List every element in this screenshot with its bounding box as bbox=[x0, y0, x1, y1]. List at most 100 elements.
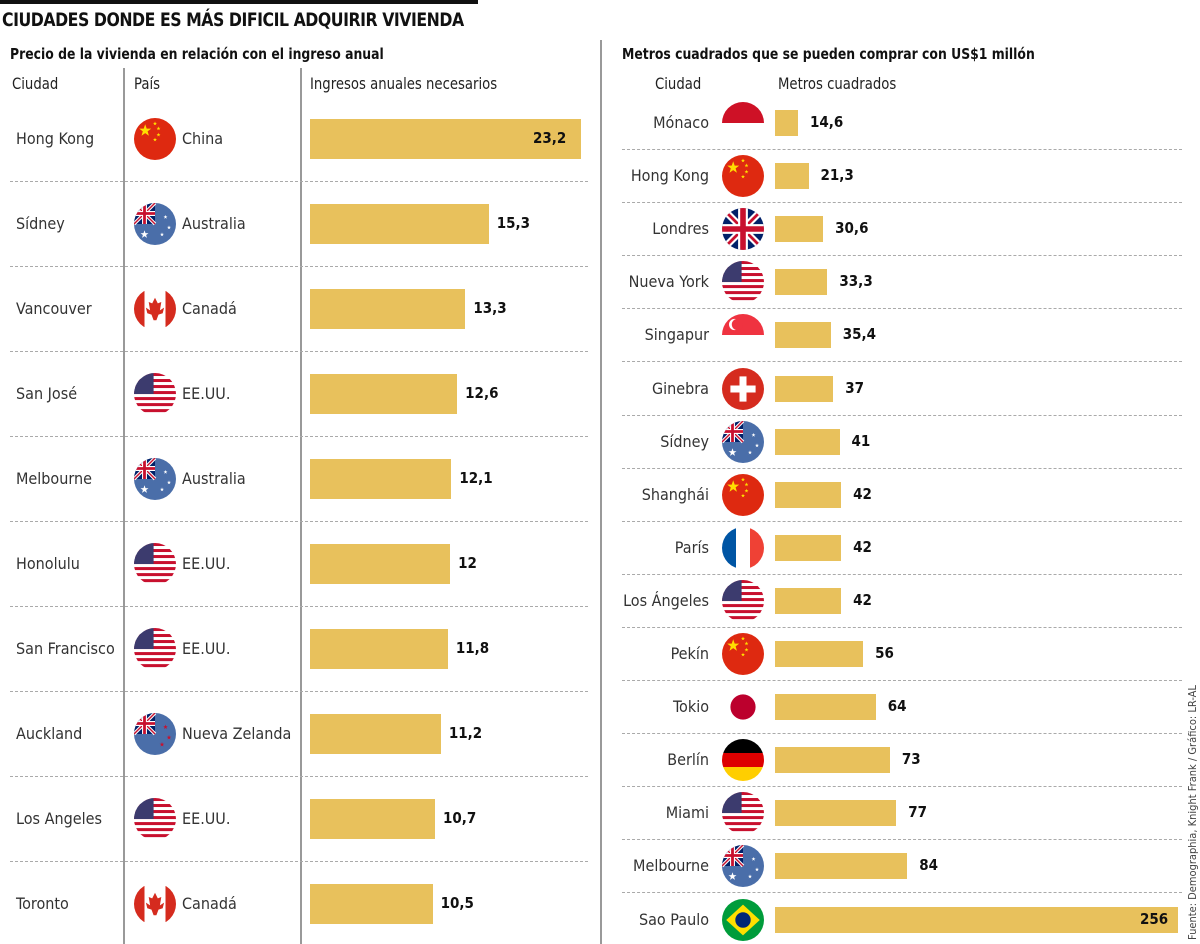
right-header-city: Ciudad bbox=[655, 74, 702, 93]
city-label: Los Angeles bbox=[16, 809, 102, 828]
value-label: 77 bbox=[908, 803, 927, 822]
bar bbox=[775, 800, 897, 827]
column-divider bbox=[123, 68, 125, 944]
germany-flag-icon bbox=[722, 739, 764, 782]
bar bbox=[310, 204, 489, 244]
value-label: 12,1 bbox=[459, 469, 493, 487]
australia-flag-icon bbox=[722, 845, 764, 888]
bar bbox=[775, 694, 876, 721]
bar bbox=[775, 481, 842, 508]
bar bbox=[310, 289, 466, 329]
city-label: Tokio bbox=[672, 697, 709, 717]
china-flag-icon bbox=[722, 473, 764, 516]
city-label: San José bbox=[16, 384, 78, 403]
value-label: 256 bbox=[1140, 909, 1169, 928]
country-label: Canadá bbox=[182, 894, 237, 913]
value-label: 11,2 bbox=[448, 724, 483, 742]
singapore-flag-icon bbox=[722, 314, 764, 357]
country-label: Australia bbox=[182, 469, 246, 488]
right-chart-title: Metros cuadrados que se pueden comprar c… bbox=[622, 45, 1035, 63]
row-separator bbox=[622, 839, 1182, 841]
row-separator bbox=[622, 308, 1182, 310]
brazil-flag-icon bbox=[722, 898, 764, 941]
china-flag-icon bbox=[134, 118, 176, 160]
row-separator bbox=[10, 436, 588, 437]
left-header-country: País bbox=[134, 74, 161, 93]
row-separator bbox=[622, 414, 1182, 416]
canada-flag-icon bbox=[134, 288, 176, 330]
bar bbox=[310, 714, 441, 754]
usa-flag-icon bbox=[722, 579, 764, 622]
country-label: China bbox=[182, 129, 224, 148]
row-separator bbox=[622, 626, 1182, 628]
bar bbox=[775, 641, 864, 667]
bar bbox=[775, 375, 834, 402]
source-note: Fuente: Demographia, Knight Frank / Gráf… bbox=[1186, 685, 1199, 940]
value-label: 33,3 bbox=[839, 272, 873, 291]
row-separator bbox=[622, 255, 1182, 257]
city-label: Pekín bbox=[670, 644, 709, 663]
city-label: París bbox=[674, 537, 709, 557]
city-label: Melbourne bbox=[633, 856, 709, 876]
city-label: Mónaco bbox=[653, 113, 709, 132]
right-header-value: Metros cuadrados bbox=[778, 74, 897, 93]
city-label: Hong Kong bbox=[630, 166, 709, 186]
city-label: Ginebra bbox=[651, 378, 709, 398]
value-label: 41 bbox=[851, 431, 871, 450]
row-separator bbox=[622, 467, 1182, 469]
bar bbox=[775, 747, 890, 774]
country-label: Canadá bbox=[182, 299, 237, 318]
china-flag-icon bbox=[722, 633, 764, 675]
row-separator bbox=[10, 691, 588, 692]
bar bbox=[775, 269, 828, 296]
switzerland-flag-icon bbox=[722, 367, 764, 410]
row-separator bbox=[10, 606, 588, 607]
city-label: Londres bbox=[652, 219, 709, 239]
bar bbox=[310, 459, 452, 499]
column-divider bbox=[300, 68, 302, 944]
value-label: 64 bbox=[887, 697, 907, 716]
value-label: 56 bbox=[875, 644, 894, 662]
country-label: EE.UU. bbox=[182, 554, 231, 573]
value-label: 10,7 bbox=[442, 809, 477, 827]
value-label: 11,8 bbox=[455, 639, 490, 657]
usa-flag-icon bbox=[134, 373, 176, 415]
bar bbox=[775, 906, 1178, 933]
value-label: 84 bbox=[919, 856, 939, 875]
city-label: Honolulu bbox=[16, 554, 80, 573]
country-label: EE.UU. bbox=[182, 809, 231, 828]
row-separator bbox=[10, 351, 588, 352]
value-label: 42 bbox=[853, 484, 872, 503]
row-separator bbox=[10, 521, 588, 522]
city-label: Shanghái bbox=[641, 484, 709, 504]
value-label: 42 bbox=[853, 537, 872, 556]
france-flag-icon bbox=[722, 526, 764, 569]
value-label: 73 bbox=[901, 750, 921, 769]
city-label: Toronto bbox=[16, 894, 69, 913]
left-header-city: Ciudad bbox=[12, 74, 59, 93]
bar bbox=[310, 799, 435, 839]
row-separator bbox=[622, 892, 1182, 894]
city-label: Berlín bbox=[667, 750, 709, 770]
bar bbox=[775, 322, 831, 349]
value-label: 35,4 bbox=[842, 325, 877, 344]
city-label: Sídney bbox=[16, 214, 65, 233]
bar bbox=[775, 587, 842, 614]
city-label: Auckland bbox=[16, 724, 83, 743]
row-separator bbox=[622, 149, 1182, 150]
bar bbox=[775, 428, 840, 455]
canada-flag-icon bbox=[134, 883, 176, 925]
value-label: 23,2 bbox=[533, 129, 567, 147]
usa-flag-icon bbox=[722, 261, 764, 304]
japan-flag-icon bbox=[722, 686, 764, 729]
usa-flag-icon bbox=[134, 543, 176, 585]
row-separator bbox=[622, 202, 1182, 204]
country-label: EE.UU. bbox=[182, 384, 231, 403]
value-label: 12,6 bbox=[465, 384, 499, 402]
uk-flag-icon bbox=[722, 208, 764, 251]
value-label: 42 bbox=[853, 590, 872, 609]
city-label: Nueva York bbox=[628, 272, 709, 292]
value-label: 14,6 bbox=[809, 113, 844, 131]
value-label: 21,3 bbox=[820, 166, 854, 185]
value-label: 15,3 bbox=[496, 214, 531, 232]
